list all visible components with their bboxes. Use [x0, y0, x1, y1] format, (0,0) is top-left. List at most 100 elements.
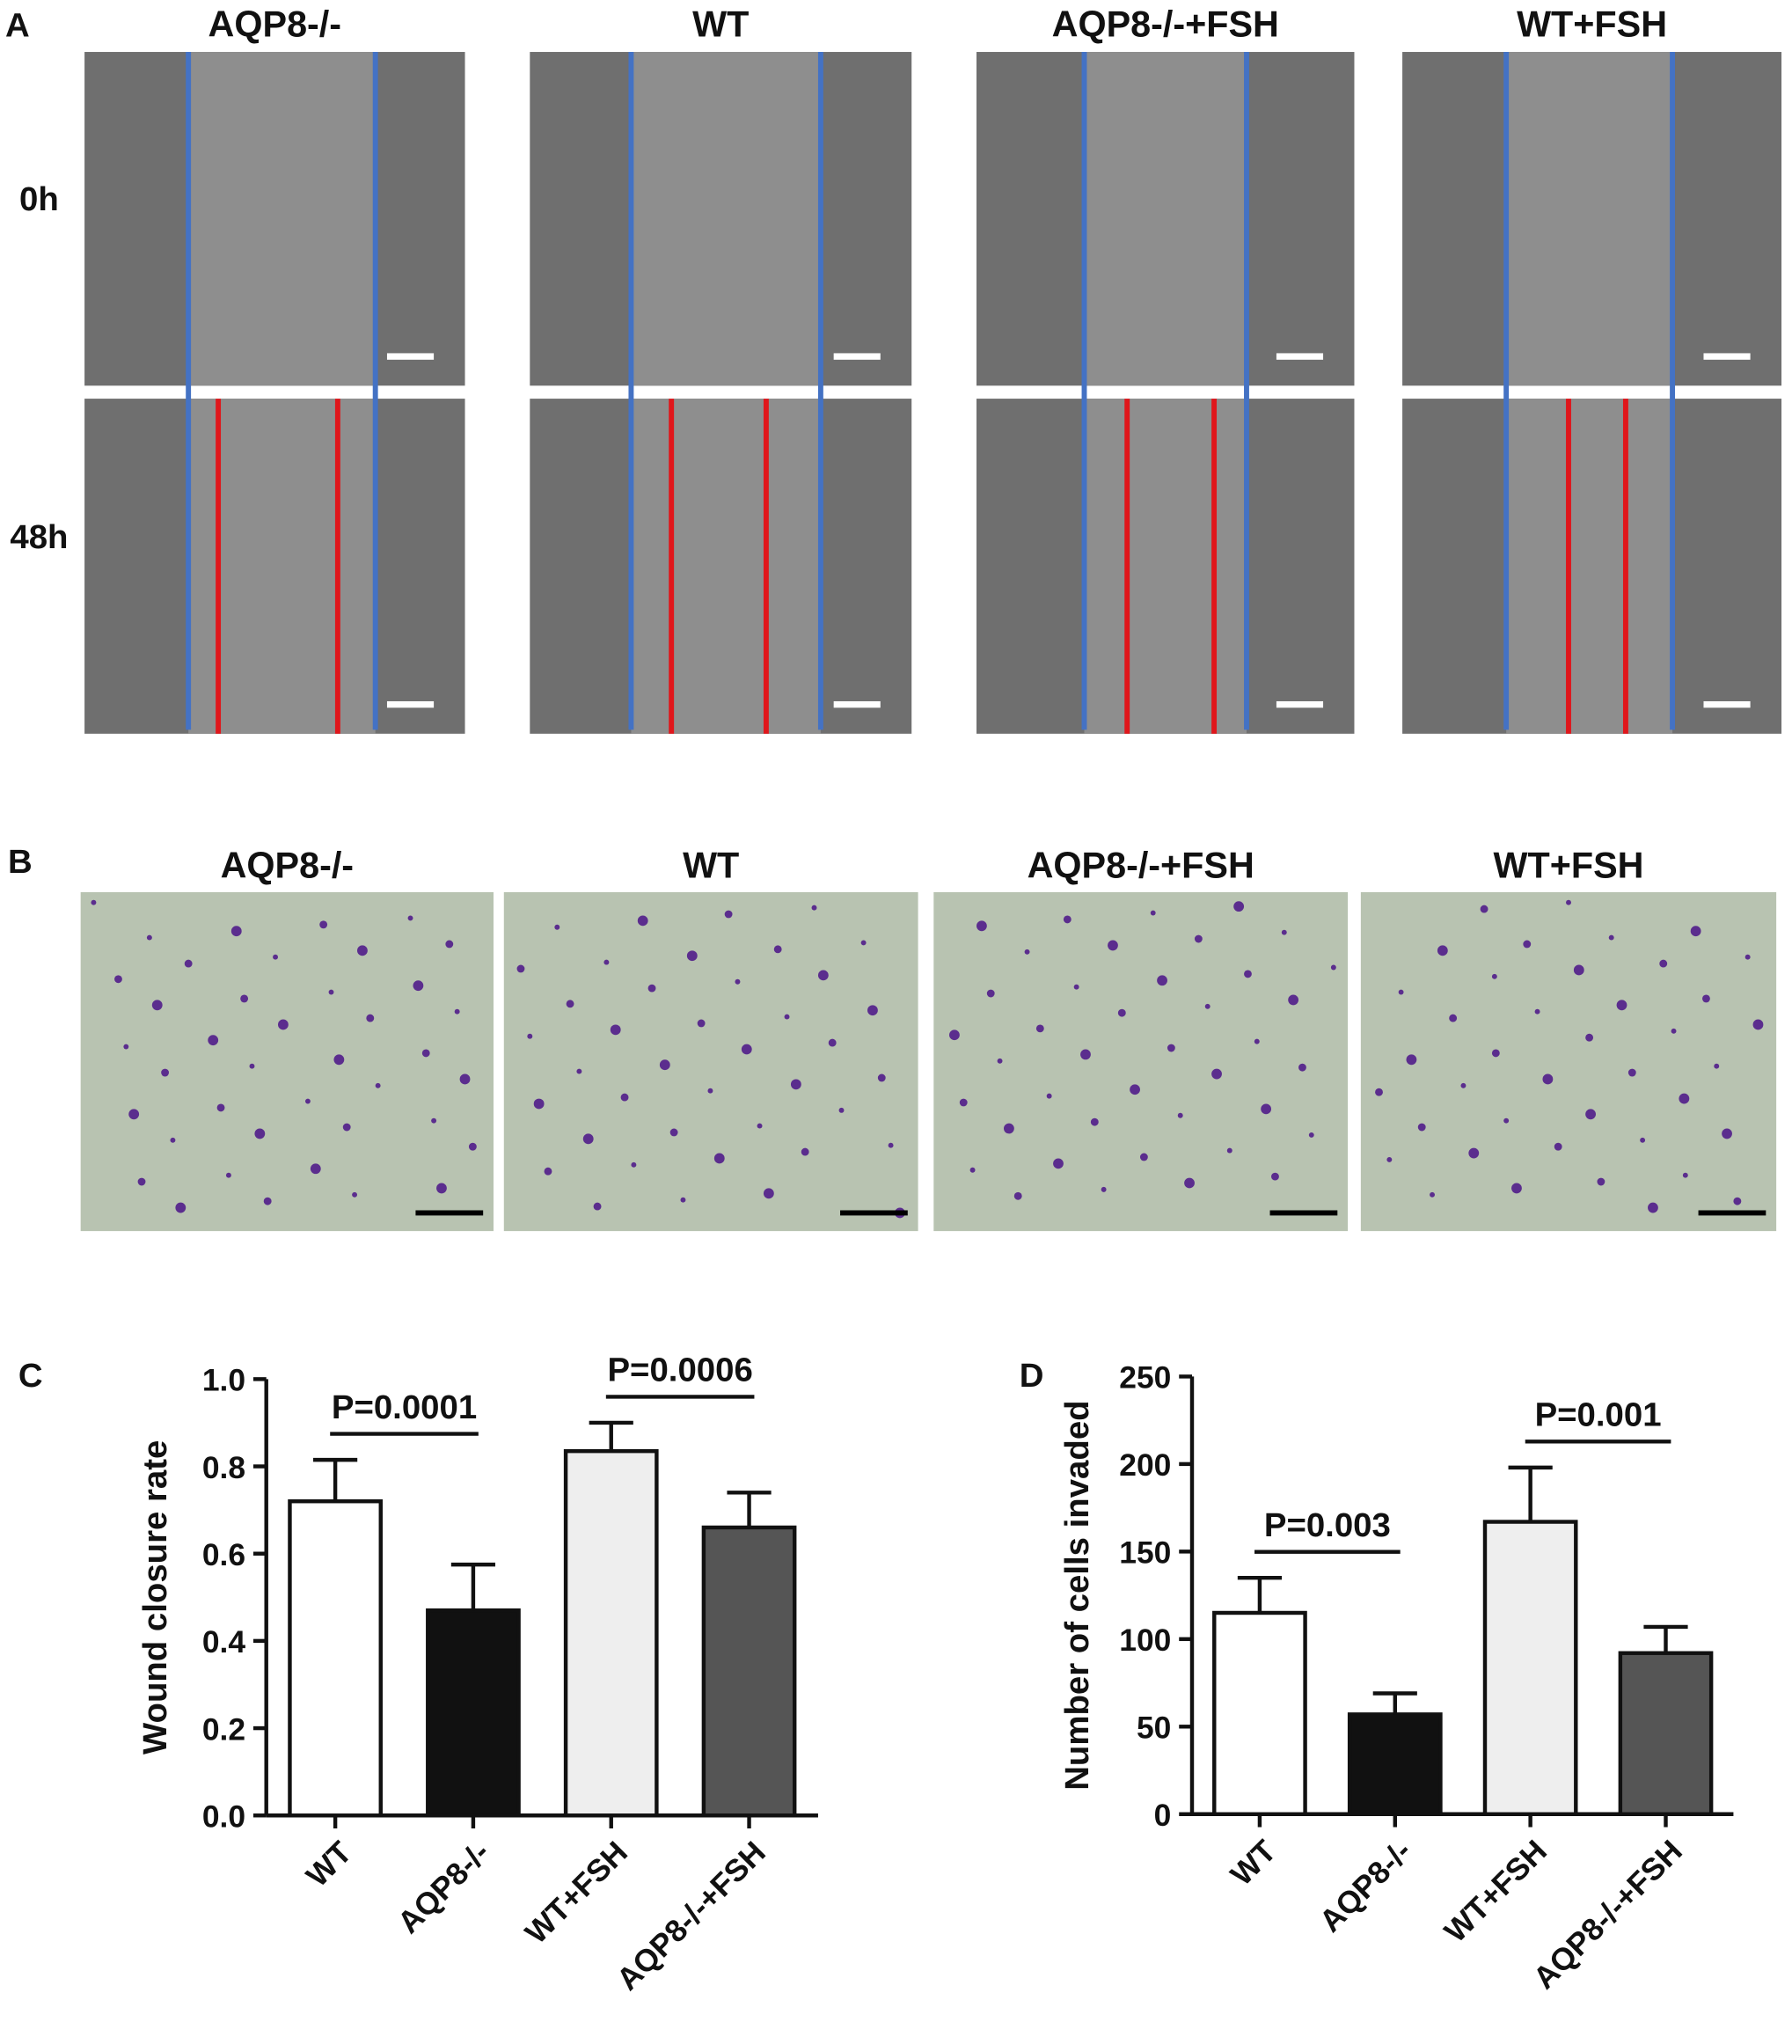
panel-label: B: [8, 843, 33, 881]
stained-cell: [137, 1177, 146, 1186]
wound-area: [1084, 52, 1247, 386]
stained-cell: [1073, 984, 1079, 990]
stained-cell: [357, 945, 368, 956]
y-tick-label: 0.6: [202, 1537, 245, 1572]
stained-cell: [1330, 964, 1336, 971]
stained-cell: [773, 945, 782, 954]
stained-cell: [976, 920, 987, 932]
stained-cell: [273, 954, 278, 960]
stained-cell: [91, 899, 97, 905]
stained-cell: [533, 1098, 545, 1110]
stained-cell: [516, 964, 525, 973]
stained-cell: [1261, 1103, 1272, 1115]
column-title: AQP8-/-: [208, 4, 341, 44]
stained-cell: [828, 1038, 837, 1047]
panel-label: D: [1020, 1357, 1044, 1395]
stained-cell: [225, 1172, 231, 1178]
stained-cell: [1288, 994, 1299, 1006]
stained-cell: [1211, 1068, 1222, 1080]
y-tick-label: 200: [1119, 1447, 1171, 1483]
scale-bar: [1703, 700, 1751, 708]
stained-cell: [1386, 1156, 1393, 1162]
stained-cell: [1101, 1186, 1107, 1192]
column-title: AQP8-/-+FSH: [1052, 4, 1279, 44]
stained-cell: [860, 940, 867, 946]
stained-cell: [1534, 1008, 1540, 1015]
stained-cell: [647, 984, 656, 993]
stained-cell: [151, 1000, 163, 1011]
y-axis-label: Number of cells invaded: [1058, 1400, 1096, 1790]
stained-cell: [1417, 1123, 1426, 1132]
stained-cell: [1090, 1117, 1099, 1126]
stained-cell: [544, 1167, 552, 1176]
stained-cell: [631, 1161, 637, 1168]
stained-cell: [1585, 1109, 1596, 1120]
column-title: AQP8-/-+FSH: [1028, 846, 1254, 886]
stained-cell: [1744, 954, 1751, 960]
stained-cell: [1523, 940, 1532, 949]
stained-cell: [527, 1033, 533, 1039]
stained-cell: [838, 1107, 845, 1113]
stained-cell: [713, 1153, 725, 1164]
bar: [1347, 1712, 1443, 1816]
y-tick-label: 0.2: [202, 1711, 245, 1747]
p-value-label: P=0.0006: [607, 1352, 752, 1389]
stained-cell: [328, 989, 334, 995]
stained-cell: [1024, 949, 1030, 955]
y-tick-label: 50: [1137, 1711, 1171, 1746]
stained-cell: [1157, 975, 1167, 986]
x-tick-label: WT+FSH: [518, 1835, 634, 1951]
stained-cell: [1130, 1084, 1140, 1095]
stained-cell: [1722, 1128, 1732, 1139]
stained-cell: [352, 1191, 358, 1198]
bar: [1482, 1520, 1578, 1816]
stained-cell: [680, 1197, 686, 1203]
stained-cell: [1585, 1033, 1594, 1042]
column-title: AQP8-/-: [221, 846, 354, 886]
stained-cell: [1460, 1082, 1467, 1088]
stained-cell: [1281, 929, 1287, 935]
stained-cell: [1503, 1117, 1510, 1124]
stained-cell: [1053, 1158, 1064, 1169]
stained-cell: [123, 1044, 129, 1050]
stained-cell: [1627, 1068, 1636, 1077]
stained-cell: [1702, 994, 1710, 1003]
stained-cell: [1139, 1153, 1148, 1161]
stained-cell: [459, 1073, 471, 1085]
stained-cell: [1244, 970, 1252, 978]
stained-cell: [421, 1049, 430, 1058]
stained-cell: [986, 989, 995, 998]
stained-cell: [817, 970, 829, 981]
stained-cell: [230, 926, 242, 937]
stained-cell: [1046, 1093, 1052, 1099]
stained-cell: [375, 1082, 381, 1088]
stained-cell: [610, 1024, 621, 1036]
stained-cell: [1063, 915, 1072, 924]
stained-cell: [1108, 940, 1118, 951]
stained-cell: [254, 1128, 266, 1139]
bar: [701, 1525, 797, 1818]
stained-cell: [997, 1058, 1003, 1064]
stained-cell: [1714, 1063, 1720, 1069]
stained-cell: [1254, 1038, 1260, 1044]
stained-cell: [249, 1063, 255, 1069]
stained-cell: [1003, 1123, 1014, 1134]
stained-cell: [454, 1008, 460, 1015]
stained-cell: [1035, 1024, 1044, 1033]
row-label: 0h: [19, 180, 59, 218]
stained-cell: [1542, 1073, 1554, 1085]
stained-cell: [445, 940, 454, 949]
stained-cell: [784, 1014, 790, 1020]
column-title: WT: [683, 846, 739, 886]
stained-cell: [1597, 1177, 1605, 1186]
stained-cell: [877, 1073, 886, 1082]
wound-area: [631, 52, 821, 386]
stained-cell: [277, 1019, 289, 1030]
stained-cell: [620, 1093, 629, 1102]
stained-cell: [603, 959, 610, 965]
stained-cell: [413, 980, 424, 992]
column-title: WT: [692, 4, 749, 44]
wound-area: [1084, 399, 1247, 734]
stained-cell: [949, 1029, 960, 1041]
